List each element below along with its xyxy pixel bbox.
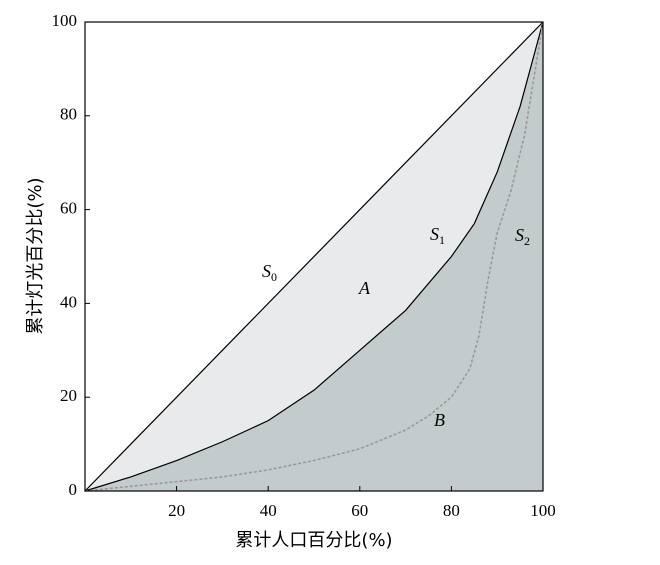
series-line [84,21,544,492]
annotation: A [358,278,371,298]
x-tick-label: 40 [260,501,277,520]
y-tick-label: 40 [60,292,77,311]
annotation: S0 [262,261,277,284]
x-tick-label: 20 [168,501,185,520]
annotation-subscript: 2 [524,234,530,248]
x-tick-label: 100 [530,501,556,520]
annotation-text: S [515,225,524,245]
annotation-text: S [262,261,271,281]
series-line [84,21,544,492]
y-tick-label: 80 [60,105,77,124]
annotation: B [434,410,445,430]
plot-frame [84,21,544,492]
annotation-text: B [434,410,445,430]
annotation: S1 [430,224,445,247]
annotation-text: S [430,224,439,244]
annotation-subscript: 1 [439,233,445,247]
y-tick-label: 20 [60,386,77,405]
x-tick-label: 80 [443,501,460,520]
x-tick-label: 60 [351,501,368,520]
y-tick-label: 0 [69,480,78,499]
annotation: S2 [515,225,530,248]
annotation-subscript: 0 [271,270,277,284]
series-line [84,21,544,492]
y-axis-title: 累计灯光百分比(%) [25,177,46,334]
annotation-text: A [358,278,371,298]
y-tick-label: 100 [52,11,78,30]
y-tick-label: 60 [60,199,77,218]
x-axis-title: 累计人口百分比(%) [235,530,392,551]
area-b [85,22,543,491]
